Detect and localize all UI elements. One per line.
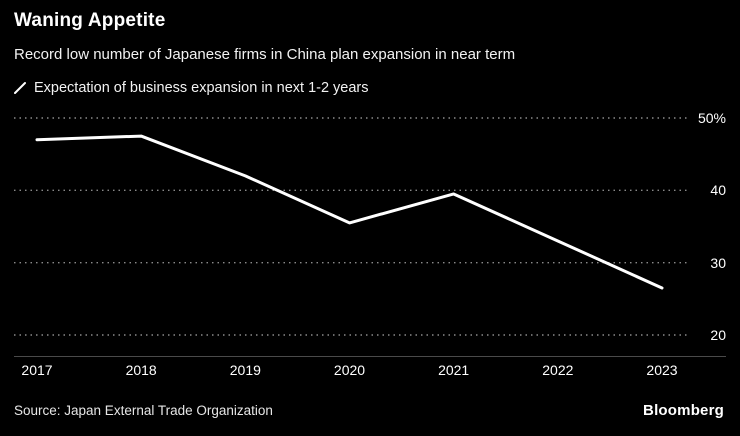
x-axis-tick-label: 2021 (438, 362, 470, 378)
x-axis-tick-label: 2017 (21, 362, 53, 378)
x-axis-tick-label: 2023 (646, 362, 678, 378)
legend-line-key-icon (14, 81, 26, 95)
y-axis-tick-label: 30 (710, 254, 726, 271)
data-line (35, 134, 664, 290)
y-axis-tick-label: 40 (710, 182, 726, 199)
y-axis-tick-label: 20 (710, 327, 726, 343)
bloomberg-logo: Bloomberg (643, 402, 724, 419)
chart-legend: Expectation of business expansion in nex… (14, 80, 369, 96)
x-axis-line (14, 356, 726, 357)
x-axis-tick-label: 2019 (229, 362, 261, 378)
line-chart-plot-area (14, 117, 690, 336)
y-axis-tick-label: 50% (697, 110, 726, 126)
x-axis-tick-label: 2020 (333, 362, 366, 378)
chart-subtitle: Record low number of Japanese firms in C… (14, 46, 516, 63)
legend-label: Expectation of business expansion in nex… (34, 80, 369, 96)
source-credit: Source: Japan External Trade Organizatio… (14, 403, 273, 418)
x-axis-tick-label: 2022 (542, 362, 574, 378)
chart-title: Waning Appetite (14, 10, 166, 31)
x-axis-tick-label: 2018 (125, 362, 157, 378)
